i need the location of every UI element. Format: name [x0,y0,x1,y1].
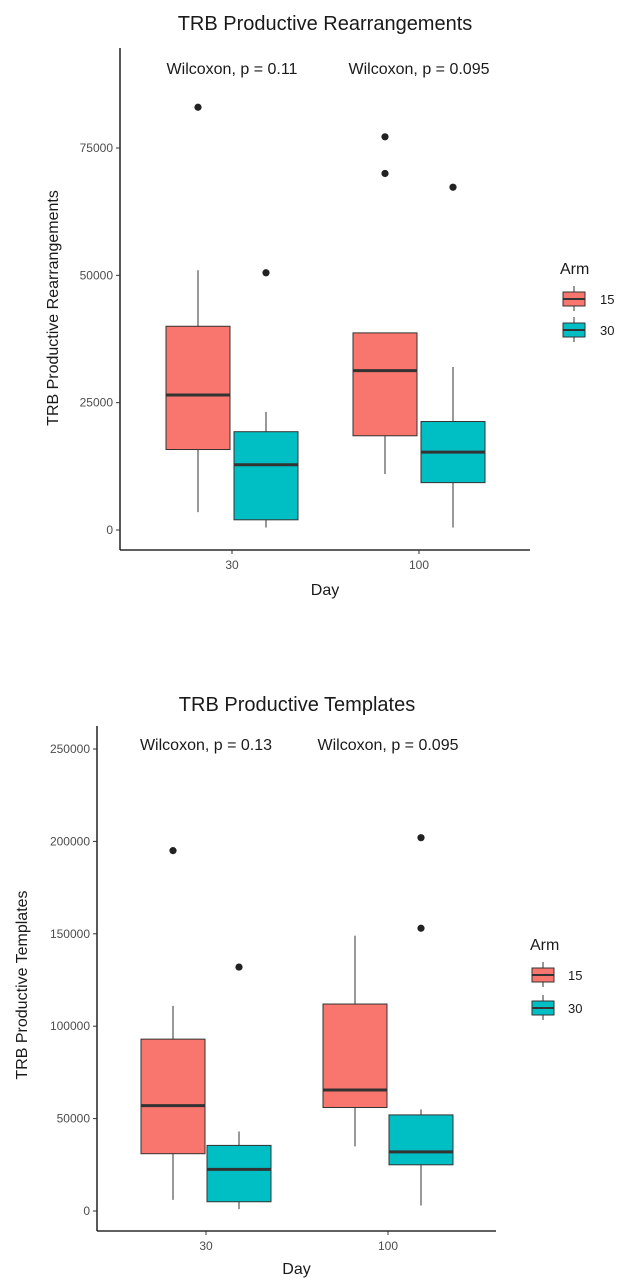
outlier-point [381,169,389,178]
y-tick-label: 250000 [50,742,90,756]
outlier-point [449,183,457,191]
x-tick-label: 30 [199,1239,213,1253]
box [140,1038,206,1155]
chart-title: TRB Productive Rearrangements [178,13,473,35]
stat-annotation: Wilcoxon, p = 0.095 [349,61,490,78]
outlier-point [235,963,243,971]
y-axis-title: TRB Productive Rearrangements [45,190,62,426]
legend-label: 15 [568,968,582,983]
y-tick-label: 200000 [50,834,90,848]
x-axis-title: Day [282,1261,310,1278]
outlier-point [417,834,425,842]
outlier-point [262,269,270,277]
legend-label: 30 [568,1001,582,1016]
y-tick-label: 75000 [80,141,114,155]
outlier-point [169,847,177,855]
box [322,1003,388,1109]
y-tick-label: 0 [106,523,113,537]
y-tick-label: 50000 [57,1112,91,1126]
outlier-point [417,924,425,932]
y-tick-label: 100000 [50,1019,90,1033]
y-axis-title: TRB Productive Templates [14,890,31,1079]
stat-annotation: Wilcoxon, p = 0.11 [167,61,298,78]
legend-label: 30 [600,323,614,338]
box [388,1114,454,1166]
outlier-point [194,103,202,111]
y-tick-label: 50000 [80,268,114,282]
legend-label: 15 [600,292,614,307]
box [352,332,418,437]
x-tick-label: 100 [378,1239,398,1253]
y-tick-label: 25000 [80,396,114,410]
x-tick-label: 100 [409,558,429,572]
box [233,431,299,521]
stat-annotation: Wilcoxon, p = 0.095 [318,737,459,754]
y-tick-label: 150000 [50,927,90,941]
chart-rearrangements: TRB Productive Rearrangements Wilcoxon, p… [45,13,614,599]
y-tick-label: 0 [83,1204,90,1218]
box [165,325,231,451]
outlier-point [381,133,389,141]
chart-title: TRB Productive Templates [179,694,415,716]
stat-annotation: Wilcoxon, p = 0.13 [140,737,272,754]
x-axis-title: Day [311,582,339,599]
x-tick-label: 30 [225,558,239,572]
chart-templates: TRB Productive Templates Wilcoxon, p = 0.… [14,694,582,1278]
legend-title: Arm [560,261,589,278]
legend-title: Arm [530,937,559,954]
box [206,1144,272,1203]
